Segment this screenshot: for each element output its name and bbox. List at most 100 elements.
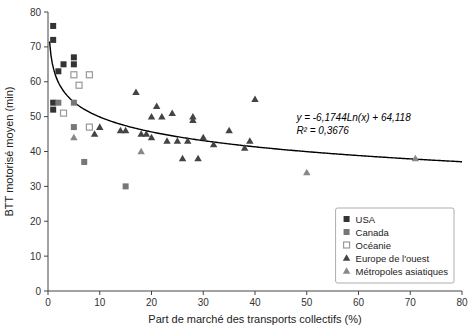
point	[158, 113, 165, 120]
point	[96, 123, 103, 130]
point	[61, 61, 67, 67]
legend-label: Métropoles asiatiques	[356, 266, 449, 277]
point	[50, 37, 56, 43]
point	[143, 130, 150, 137]
point	[122, 127, 129, 134]
series	[50, 23, 77, 113]
legend-swatch	[344, 242, 350, 248]
y-tick	[44, 116, 48, 117]
y-tick-label: 10	[30, 251, 42, 262]
axes: 0102030405060708001020304050607080	[30, 7, 468, 309]
legend: USA Canada Océanie Europe de l'ouest Métropo…	[336, 208, 454, 283]
point	[137, 148, 144, 155]
point	[148, 113, 155, 120]
legend-swatch	[344, 216, 350, 222]
y-tick-label: 70	[30, 41, 42, 52]
point	[55, 68, 61, 74]
y-tick-label: 60	[30, 76, 42, 87]
point	[184, 137, 191, 144]
x-tick-label: 20	[146, 297, 158, 308]
point	[50, 100, 56, 106]
legend-label: USA	[356, 214, 376, 225]
legend-frame	[336, 208, 454, 283]
x-tick-label: 0	[45, 297, 51, 308]
series	[61, 72, 93, 130]
point	[148, 134, 155, 141]
point	[412, 155, 419, 162]
x-tick-label: 30	[198, 297, 210, 308]
point	[168, 109, 175, 116]
x-tick	[203, 291, 204, 295]
point	[174, 137, 181, 144]
point	[163, 137, 170, 144]
point	[200, 134, 207, 141]
x-tick	[255, 291, 256, 295]
legend-swatch	[343, 254, 350, 261]
series	[70, 134, 419, 175]
x-tick	[358, 291, 359, 295]
point	[189, 116, 196, 123]
series	[91, 88, 259, 161]
annotation: R² = 0,3676	[296, 125, 349, 136]
point	[70, 134, 77, 141]
y-tick	[44, 186, 48, 187]
x-tick	[151, 291, 152, 295]
x-tick-label: 50	[301, 297, 313, 308]
point	[91, 130, 98, 137]
point	[210, 141, 217, 148]
point	[246, 137, 253, 144]
point	[71, 100, 77, 106]
y-tick	[44, 12, 48, 13]
annotation: y = -6,1744Ln(x) + 64,118	[295, 112, 411, 123]
point	[241, 144, 248, 151]
y-tick-label: 20	[30, 216, 42, 227]
y-tick	[44, 151, 48, 152]
x-tick	[99, 291, 100, 295]
y-tick-label: 0	[35, 286, 41, 297]
background	[0, 0, 474, 329]
y-tick-label: 40	[30, 146, 42, 157]
fit-curve	[50, 41, 462, 161]
point	[61, 110, 67, 116]
legend-swatch	[344, 229, 350, 235]
y-tick	[44, 46, 48, 47]
x-tick	[410, 291, 411, 295]
x-tick	[48, 291, 49, 295]
point	[86, 72, 92, 78]
y-tick	[44, 221, 48, 222]
point	[50, 23, 56, 29]
y-tick	[44, 256, 48, 257]
point	[251, 95, 258, 102]
point	[86, 124, 92, 130]
point	[194, 155, 201, 162]
point	[71, 54, 77, 60]
point	[71, 124, 77, 130]
x-tick	[306, 291, 307, 295]
legend-swatch	[343, 267, 350, 274]
point	[50, 107, 56, 113]
x-axis-label: Part de marché des transports collectifs…	[148, 313, 361, 325]
point	[225, 127, 232, 134]
y-tick-label: 30	[30, 181, 42, 192]
point	[71, 72, 77, 78]
plot-area	[50, 23, 462, 189]
point	[81, 159, 87, 165]
legend-label: Océanie	[356, 240, 391, 251]
x-tick	[462, 291, 463, 295]
point	[132, 88, 139, 95]
series	[55, 100, 128, 190]
legend-label: Canada	[356, 227, 390, 238]
x-tick-label: 70	[405, 297, 417, 308]
y-tick-label: 80	[30, 7, 42, 18]
chart: 0102030405060708001020304050607080Part d…	[0, 0, 474, 329]
legend-label: Europe de l'ouest	[356, 253, 430, 264]
point	[55, 100, 61, 106]
y-tick-label: 50	[30, 111, 42, 122]
point	[179, 155, 186, 162]
point	[71, 61, 77, 67]
x-tick-label: 80	[456, 297, 468, 308]
point	[303, 169, 310, 176]
y-tick	[44, 81, 48, 82]
point	[76, 82, 82, 88]
y-axis-label: BTT motorisé moyen (min)	[3, 87, 15, 217]
